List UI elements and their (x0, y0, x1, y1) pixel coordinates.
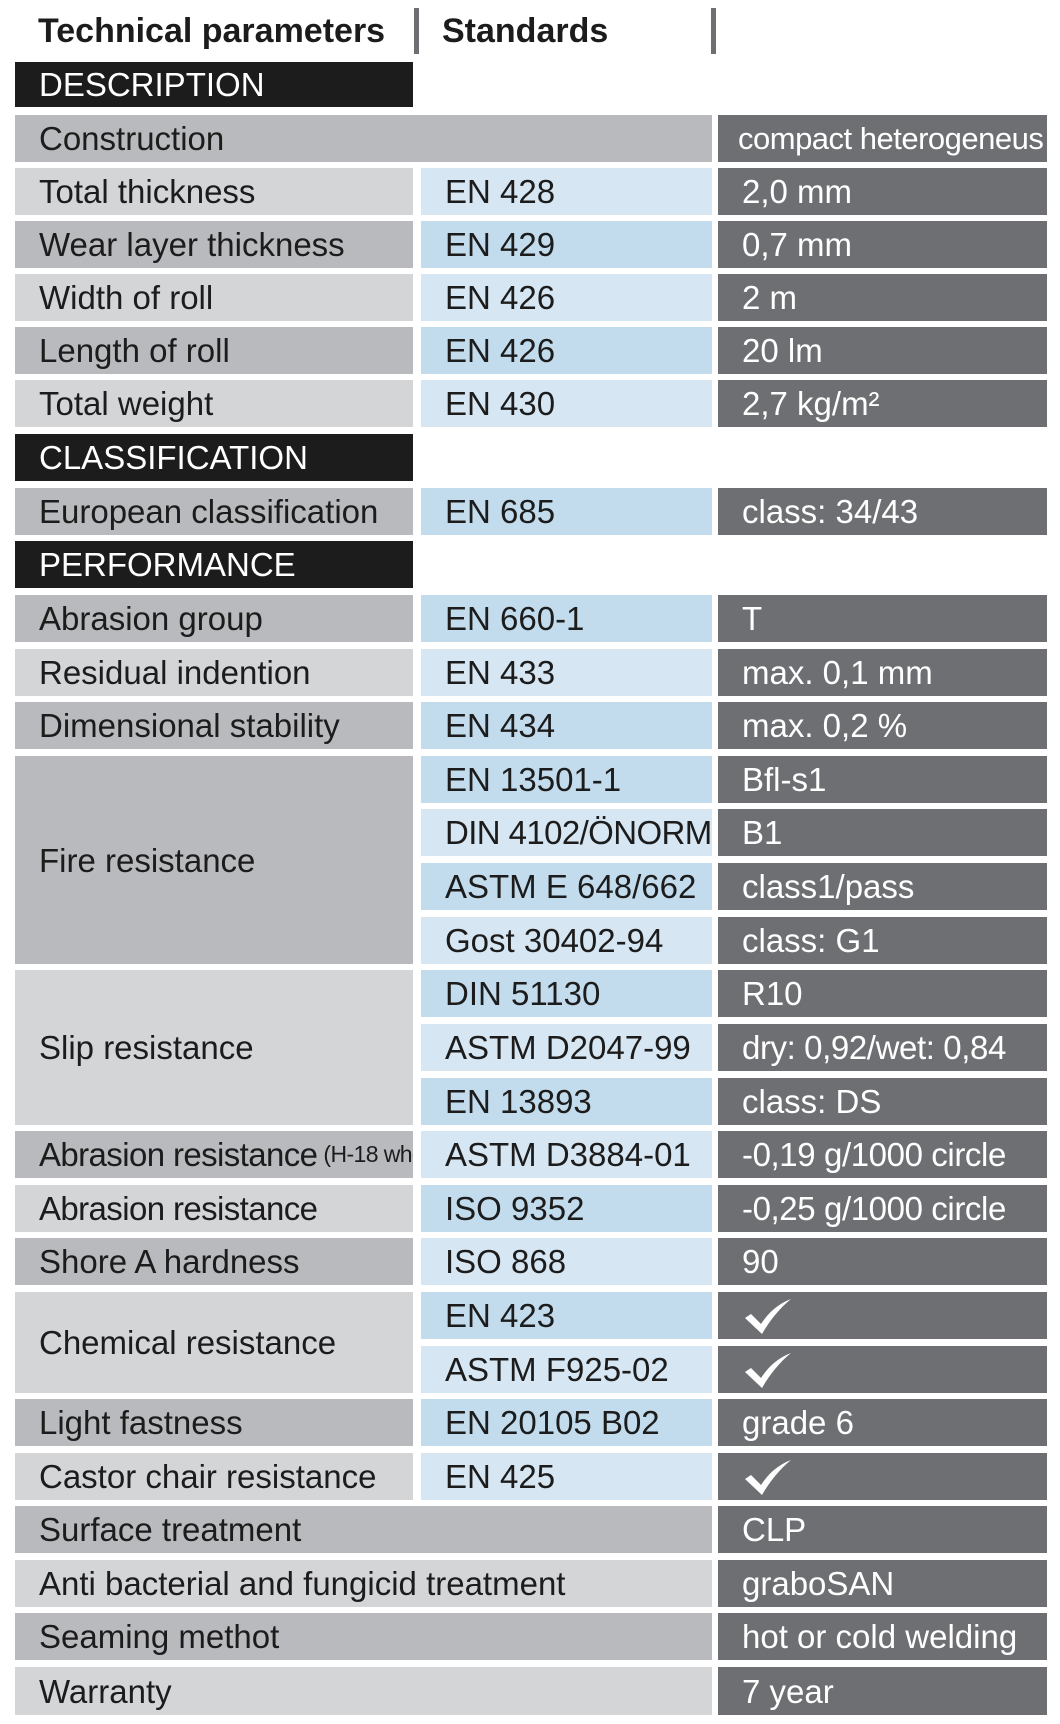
row-total-thickness-label: Total thickness (15, 168, 413, 215)
row-chemical-value (718, 1346, 1047, 1393)
row-length-roll-label: Length of roll (15, 327, 413, 374)
checkmark-icon (745, 1459, 791, 1495)
row-total-weight-standard: EN 430 (421, 380, 712, 427)
row-european-classification-standard: EN 685 (421, 488, 712, 535)
row-wear-layer-label: Wear layer thickness (15, 221, 413, 268)
section-performance: PERFORMANCE (15, 541, 413, 588)
row-abrasion-resistance-h18-standard: ASTM D3884-01 (421, 1131, 712, 1178)
row-abrasion-group-standard: EN 660-1 (421, 595, 712, 642)
row-abrasion-resistance-h18-label: Abrasion resistance (H-18 wheel) (15, 1131, 413, 1178)
row-fire-standard: ASTM E 648/662 (421, 863, 712, 910)
row-abrasion-group-value: T (718, 595, 1047, 642)
header-standards: Standards (442, 12, 609, 50)
row-surface-treatment-label: Surface treatment (15, 1506, 712, 1553)
header-technical-parameters: Technical parameters (38, 12, 386, 50)
row-width-roll-value: 2 m (718, 274, 1047, 321)
row-wear-layer-value: 0,7 mm (718, 221, 1047, 268)
row-width-roll-label: Width of roll (15, 274, 413, 321)
checkmark-icon (745, 1352, 791, 1388)
row-length-roll-standard: EN 426 (421, 327, 712, 374)
row-abrasion-resistance-standard: ISO 9352 (421, 1185, 712, 1232)
row-chemical-resistance-label: Chemical resistance (15, 1292, 413, 1393)
row-surface-treatment-value: CLP (718, 1506, 1047, 1553)
row-residual-indention-standard: EN 433 (421, 649, 712, 696)
row-fire-resistance-label: Fire resistance (15, 756, 413, 964)
row-fire-standard: EN 13501-1 (421, 756, 712, 803)
checkmark-icon (745, 1298, 791, 1334)
row-light-fastness-label: Light fastness (15, 1399, 413, 1446)
row-chemical-standard: ASTM F925-02 (421, 1346, 712, 1393)
row-european-classification-label: European classification (15, 488, 413, 535)
row-dimensional-stability-value: max. 0,2 % (718, 702, 1047, 749)
row-warranty-label: Warranty (15, 1667, 712, 1715)
row-slip-resistance-label: Slip resistance (15, 970, 413, 1125)
row-construction-value: compact heterogeneus (718, 115, 1047, 162)
header-divider (414, 8, 419, 54)
row-dimensional-stability-standard: EN 434 (421, 702, 712, 749)
row-shore-hardness-label: Shore A hardness (15, 1238, 413, 1285)
row-warranty-value: 7 year (718, 1667, 1047, 1715)
row-slip-value: dry: 0,92/wet: 0,84 (718, 1024, 1047, 1071)
row-slip-value: R10 (718, 970, 1047, 1017)
row-abrasion-group-label: Abrasion group (15, 595, 413, 642)
row-seaming-method-value: hot or cold welding (718, 1613, 1047, 1660)
header-divider (711, 8, 716, 54)
row-fire-standard: DIN 4102/ÖNORM (421, 809, 712, 856)
row-abrasion-resistance-label: Abrasion resistance (15, 1185, 413, 1232)
row-light-fastness-value: grade 6 (718, 1399, 1047, 1446)
section-classification: CLASSIFICATION (15, 434, 413, 481)
row-castor-chair-label: Castor chair resistance (15, 1453, 413, 1500)
row-antibacterial-value: graboSAN (718, 1560, 1047, 1607)
row-width-roll-standard: EN 426 (421, 274, 712, 321)
row-total-weight-label: Total weight (15, 380, 413, 427)
row-construction-label: Construction (15, 115, 712, 162)
section-description: DESCRIPTION (15, 62, 413, 107)
row-chemical-value (718, 1292, 1047, 1339)
row-dimensional-stability-label: Dimensional stability (15, 702, 413, 749)
row-fire-value: Bfl-s1 (718, 756, 1047, 803)
row-fire-value: class: G1 (718, 917, 1047, 964)
row-slip-standard: ASTM D2047-99 (421, 1024, 712, 1071)
row-light-fastness-standard: EN 20105 B02 (421, 1399, 712, 1446)
row-length-roll-value: 20 lm (718, 327, 1047, 374)
row-antibacterial-label: Anti bacterial and fungicid treatment (15, 1560, 712, 1607)
row-slip-standard: EN 13893 (421, 1078, 712, 1125)
row-slip-standard: DIN 51130 (421, 970, 712, 1017)
row-shore-hardness-standard: ISO 868 (421, 1238, 712, 1285)
row-total-thickness-value: 2,0 mm (718, 168, 1047, 215)
row-residual-indention-value: max. 0,1 mm (718, 649, 1047, 696)
row-slip-value: class: DS (718, 1078, 1047, 1125)
row-castor-chair-value (718, 1453, 1047, 1500)
row-seaming-method-label: Seaming methot (15, 1613, 712, 1660)
row-abrasion-resistance-h18-value: -0,19 g/1000 circle (718, 1131, 1047, 1178)
row-fire-value: B1 (718, 809, 1047, 856)
row-fire-standard: Gost 30402-94 (421, 917, 712, 964)
row-wear-layer-standard: EN 429 (421, 221, 712, 268)
abrasion-label-text: Abrasion resistance (39, 1136, 318, 1173)
abrasion-label-note: (H-18 wheel) (323, 1141, 413, 1167)
row-abrasion-resistance-value: -0,25 g/1000 circle (718, 1185, 1047, 1232)
row-european-classification-value: class: 34/43 (718, 488, 1047, 535)
row-chemical-standard: EN 423 (421, 1292, 712, 1339)
row-shore-hardness-value: 90 (718, 1238, 1047, 1285)
row-castor-chair-standard: EN 425 (421, 1453, 712, 1500)
row-fire-value: class1/pass (718, 863, 1047, 910)
row-residual-indention-label: Residual indention (15, 649, 413, 696)
row-total-thickness-standard: EN 428 (421, 168, 712, 215)
row-total-weight-value: 2,7 kg/m² (718, 380, 1047, 427)
